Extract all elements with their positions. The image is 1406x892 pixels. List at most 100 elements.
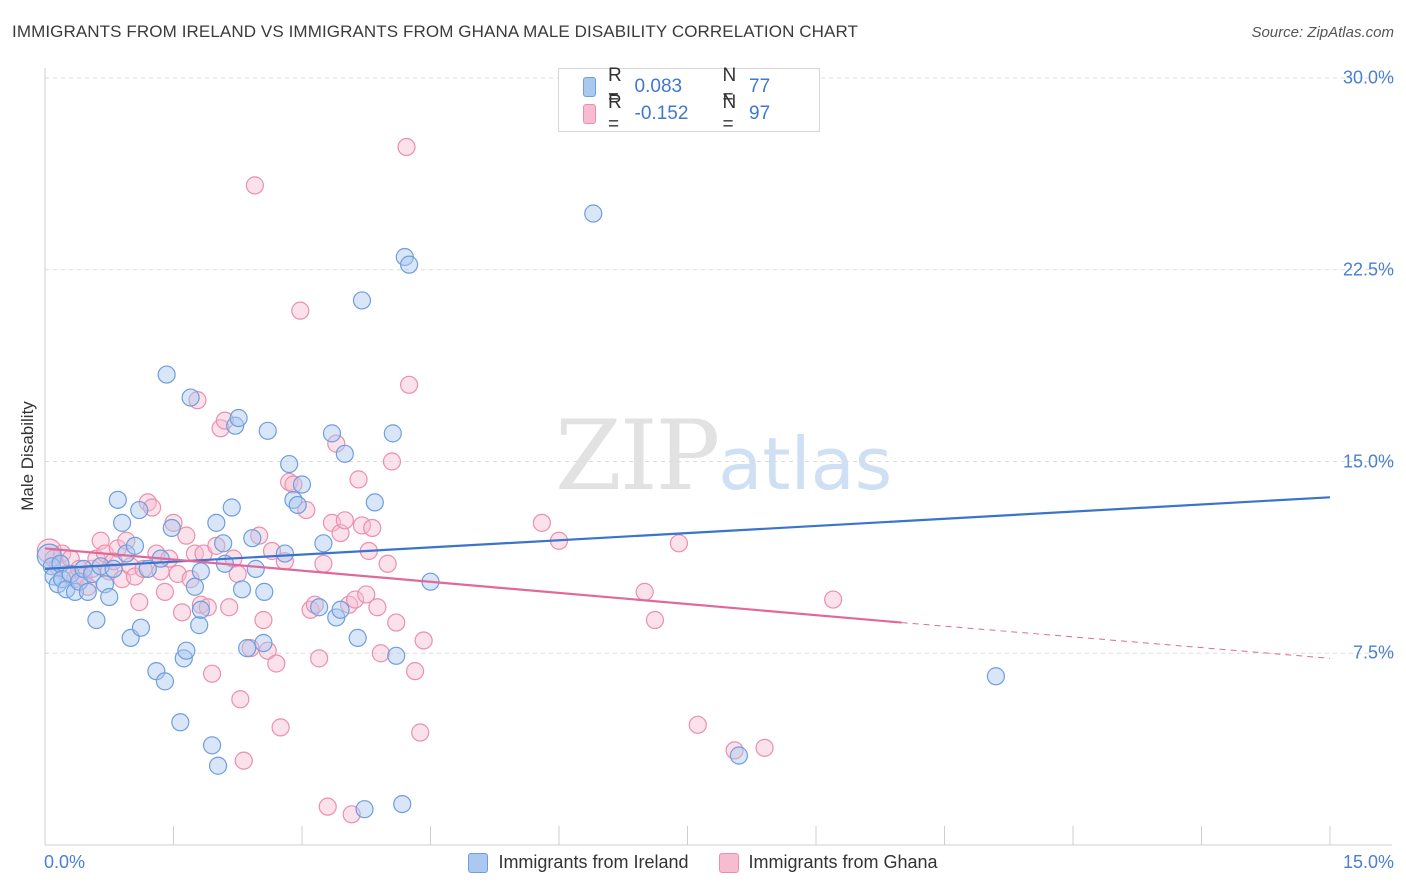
- ireland-point: [275, 544, 294, 563]
- ghana-legend-swatch-icon: [718, 852, 739, 873]
- y-tick-label: 30.0%: [1342, 67, 1394, 88]
- chart-title: IMMIGRANTS FROM IRELAND VS IMMIGRANTS FR…: [12, 22, 859, 41]
- ireland-point: [171, 713, 190, 732]
- ireland-point: [331, 600, 350, 619]
- ghana-point: [172, 603, 192, 622]
- ireland-point: [207, 513, 226, 532]
- ghana-point: [340, 595, 359, 614]
- series-legend: Immigrants from Ireland Immigrants from …: [0, 852, 1406, 873]
- ghana-point: [532, 513, 551, 532]
- watermark: ZIPatlas: [555, 400, 892, 512]
- ireland-point: [399, 255, 419, 274]
- ghana-point: [177, 526, 196, 545]
- ghana-point: [399, 375, 419, 394]
- legend-ghana-r-value: -0.152: [634, 103, 689, 124]
- ireland-point: [243, 529, 262, 548]
- ireland-point: [288, 495, 307, 515]
- ireland-point: [254, 633, 273, 653]
- ghana-point: [405, 662, 425, 681]
- source-credit: Source: ZipAtlas.com: [1251, 24, 1394, 41]
- ghana-swatch-icon: [583, 104, 597, 124]
- ghana-point: [318, 797, 337, 816]
- ghana-point: [363, 518, 382, 538]
- ireland-point: [352, 291, 372, 310]
- ireland-point: [280, 454, 299, 474]
- ireland-point: [125, 536, 145, 555]
- ghana-point: [220, 598, 239, 617]
- ghana-point: [387, 613, 406, 632]
- ghana-point: [645, 610, 665, 630]
- legend-ireland-r-label: R =: [608, 65, 622, 108]
- x-tick-min: 0.0%: [44, 852, 86, 872]
- ireland-point: [729, 746, 749, 765]
- ghana-point: [411, 723, 430, 742]
- legend-row-ireland: R = 0.083 N = 77: [583, 65, 819, 108]
- ghana-point: [291, 301, 310, 320]
- ghana-point: [231, 690, 250, 709]
- ghana-point: [755, 738, 774, 757]
- ireland-legend-swatch-icon: [468, 852, 489, 873]
- ireland-swatch-icon: [583, 77, 597, 97]
- legend-ghana-n-value: 97: [749, 103, 771, 124]
- ghana-points: [36, 137, 843, 824]
- y-tick-label: 15.0%: [1342, 451, 1394, 471]
- legend-ghana-n-label: N =: [722, 92, 737, 135]
- ireland-point: [246, 559, 265, 578]
- ghana-point: [310, 649, 329, 668]
- ghana-point: [335, 511, 354, 530]
- correlation-legend: R = 0.083 N = 77 R = -0.152 N = 97: [558, 65, 820, 135]
- watermark-atlas: atlas: [718, 422, 893, 506]
- legend-ireland-r-value: 0.083: [634, 76, 683, 97]
- ghana-point: [202, 664, 222, 683]
- ireland-point: [310, 598, 329, 617]
- ireland-point: [255, 582, 274, 601]
- ireland-points: [36, 204, 1006, 819]
- ghana-point: [346, 590, 365, 609]
- ireland-point: [238, 639, 257, 658]
- ghana-point: [271, 718, 290, 737]
- ireland-point: [190, 616, 209, 635]
- legend-ireland-n-label: N =: [722, 65, 737, 108]
- ireland-point: [292, 475, 312, 494]
- ireland-point: [78, 582, 97, 601]
- series-legend-ghana-label: Immigrants from Ghana: [748, 852, 938, 872]
- ghana-point: [254, 610, 273, 630]
- ghana-point: [357, 585, 376, 604]
- watermark-zip: ZIP: [555, 400, 720, 512]
- ghana-point: [368, 598, 387, 617]
- ghana-point: [397, 137, 416, 157]
- ghana-point: [382, 452, 402, 471]
- series-legend-ireland: Immigrants from Ireland: [468, 852, 689, 873]
- ghana-point: [635, 582, 654, 601]
- ireland-point: [157, 365, 176, 384]
- ghana-point: [314, 554, 333, 573]
- ireland-point: [138, 559, 157, 578]
- ghana-point: [824, 590, 843, 609]
- legend-ireland-n-value: 77: [749, 76, 771, 97]
- x-tick-max: 15.0%: [1342, 852, 1394, 872]
- ghana-point: [414, 631, 433, 650]
- ireland-point: [355, 800, 374, 819]
- ireland-point: [177, 641, 196, 660]
- ireland-point: [100, 587, 119, 607]
- ireland-point: [155, 672, 175, 691]
- ghana-point: [688, 715, 707, 734]
- ghana-point: [371, 644, 390, 663]
- ireland-point: [112, 513, 132, 532]
- ireland-point: [181, 388, 200, 407]
- ireland-point: [65, 582, 85, 601]
- ghana-point: [155, 582, 175, 601]
- ireland-point: [584, 204, 603, 223]
- ghana-point: [267, 654, 286, 673]
- ireland-point: [131, 618, 151, 637]
- ireland-point: [229, 408, 248, 428]
- ireland-point: [162, 518, 181, 538]
- legend-ghana-r-label: R =: [608, 92, 622, 135]
- y-tick-label: 22.5%: [1342, 259, 1394, 280]
- ireland-point: [202, 736, 222, 755]
- ghana-point: [215, 411, 234, 430]
- ghana-point: [245, 176, 264, 195]
- ghana-point: [349, 470, 368, 489]
- series-legend-ireland-label: Immigrants from Ireland: [498, 852, 689, 872]
